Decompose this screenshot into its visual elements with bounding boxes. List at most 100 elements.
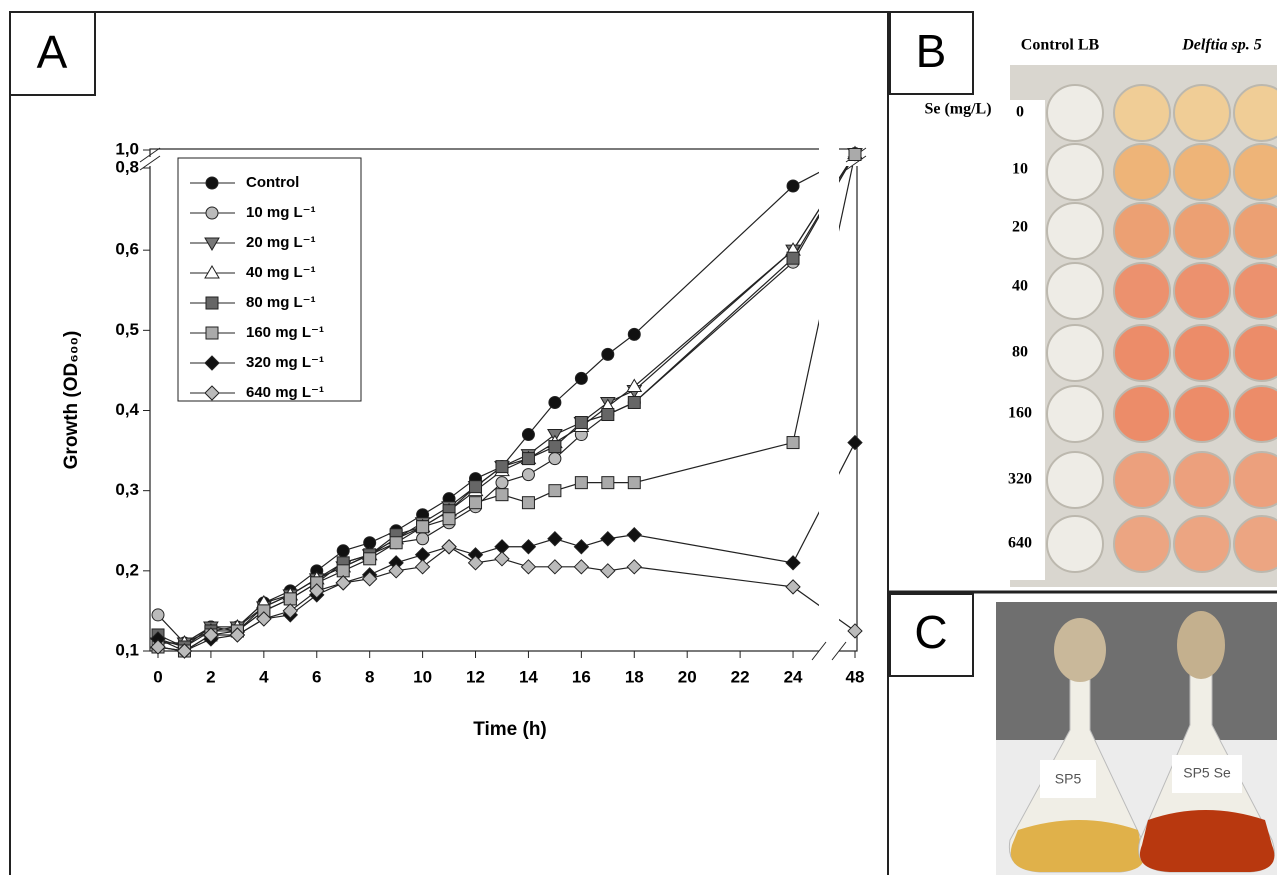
legend-label: 10 mg L⁻¹ [246, 204, 316, 221]
flask-tag [1172, 755, 1242, 793]
well [1173, 262, 1231, 320]
legend-label: 20 mg L⁻¹ [246, 234, 316, 251]
well [1233, 515, 1277, 573]
data-point [548, 452, 562, 466]
x-tick-label: 6 [312, 667, 321, 686]
column-header: Control LB [1021, 37, 1100, 54]
flask-tag [1040, 760, 1096, 798]
flask-label: SP5 Se [1183, 765, 1231, 781]
x-tick-label: 14 [519, 667, 538, 686]
row-title: Se (mg/L) [924, 101, 991, 118]
x-tick-label: 4 [259, 667, 269, 686]
legend-label: 160 mg L⁻¹ [246, 324, 324, 341]
data-point [573, 559, 590, 575]
column-header: Delftia sp. 5 [1181, 37, 1262, 54]
legend-label: Control [246, 174, 299, 191]
data-point [785, 579, 801, 595]
data-point [256, 611, 272, 627]
row-label: 640 [1008, 535, 1032, 552]
data-point [416, 520, 430, 534]
data-point [786, 179, 800, 193]
well [1173, 143, 1231, 201]
data-point [416, 532, 430, 546]
well [1113, 202, 1171, 260]
legend-marker [205, 326, 219, 340]
well [1113, 515, 1171, 573]
y-tick-label: 0,8 [115, 157, 139, 176]
well [1233, 451, 1277, 509]
data-point [574, 371, 588, 385]
data-point [414, 559, 431, 575]
data-point [495, 476, 509, 490]
axis-break [140, 157, 865, 166]
row-label: 0 [1016, 104, 1024, 121]
panel-label-box [889, 11, 974, 95]
well [1046, 262, 1104, 320]
x-tick-label: 16 [572, 667, 591, 686]
well [1046, 515, 1104, 573]
data-point [520, 539, 537, 555]
data-point [601, 347, 615, 361]
data-point [521, 452, 535, 466]
well [1046, 385, 1104, 443]
data-point [627, 476, 641, 490]
data-point [521, 428, 535, 442]
data-point [361, 571, 378, 587]
data-point [626, 527, 642, 543]
well [1113, 262, 1171, 320]
data-point [520, 559, 537, 575]
data-point [848, 148, 862, 161]
y-tick-label: 0,3 [115, 480, 139, 499]
well [1233, 324, 1277, 382]
data-point [521, 468, 535, 482]
data-point [521, 496, 535, 510]
well [1173, 202, 1231, 260]
panel-label: A [37, 26, 68, 78]
x-tick-label: 48 [846, 667, 865, 686]
data-point [847, 434, 863, 451]
legend-marker [204, 355, 220, 371]
data-point [229, 627, 246, 643]
well [1173, 515, 1231, 573]
panel-b: B Control LB Delftia sp. 5 Se (mg/L) 0 10… [888, 11, 1277, 594]
data-point [547, 559, 563, 575]
axis-break [819, 140, 839, 660]
cork [1054, 618, 1106, 682]
data-point [600, 531, 616, 547]
flask-liquid [1139, 810, 1275, 872]
legend-marker [204, 237, 220, 251]
data-point [574, 416, 588, 430]
data-point [495, 488, 509, 502]
y-tick-label: 0,6 [115, 240, 139, 259]
data-point [336, 564, 350, 578]
data-point [469, 480, 483, 494]
data-point [151, 608, 165, 622]
legend-marker [205, 206, 219, 220]
data-point [203, 627, 219, 643]
data-point [469, 496, 483, 510]
x-axis-label: Time (h) [473, 719, 547, 740]
flask-label: SP5 [1055, 771, 1082, 787]
legend-label: 40 mg L⁻¹ [246, 264, 316, 281]
x-tick-label: 20 [678, 667, 697, 686]
well [1046, 202, 1104, 260]
panel-label-box [9, 11, 96, 96]
data-point [627, 395, 641, 409]
well [1173, 84, 1231, 142]
data-point [626, 559, 642, 575]
legend-marker [204, 385, 220, 401]
well [1233, 84, 1277, 142]
well [1233, 202, 1277, 260]
break-mark [139, 147, 867, 661]
data-point [388, 563, 404, 579]
data-point [150, 639, 166, 655]
data-point [176, 643, 193, 659]
panel-a-frame [9, 11, 889, 875]
label-strip [890, 100, 1045, 580]
well [1113, 143, 1171, 201]
well [1113, 385, 1171, 443]
well [1046, 143, 1104, 201]
row-label: 160 [1008, 405, 1032, 422]
y-tick-label: 0,1 [115, 640, 139, 659]
